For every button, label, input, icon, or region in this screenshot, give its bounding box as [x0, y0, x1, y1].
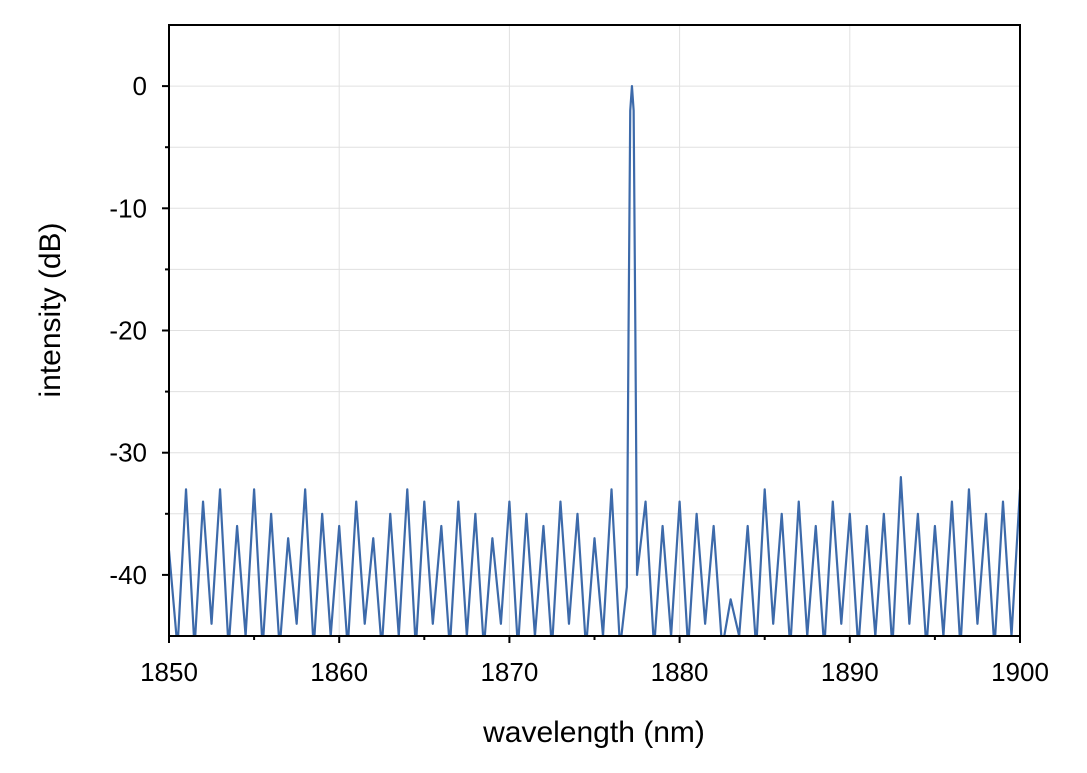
- y-tick-label: -30: [109, 438, 147, 468]
- y-tick-label: -10: [109, 193, 147, 223]
- y-tick-label: 0: [133, 71, 147, 101]
- data-line: [169, 84, 1020, 636]
- plot-area: [169, 84, 1020, 636]
- x-tick-label: 1850: [140, 657, 198, 687]
- y-tick-label: -20: [109, 316, 147, 346]
- x-tick-label: 1860: [310, 657, 368, 687]
- y-axis-label: intensity (dB): [34, 222, 67, 397]
- x-tick-label: 1890: [821, 657, 879, 687]
- x-tick-label: 1880: [651, 657, 709, 687]
- x-axis-label: wavelength (nm): [482, 716, 705, 749]
- x-tick-label: 1900: [991, 657, 1049, 687]
- y-tick-label: -40: [109, 560, 147, 590]
- x-tick-label: 1870: [480, 657, 538, 687]
